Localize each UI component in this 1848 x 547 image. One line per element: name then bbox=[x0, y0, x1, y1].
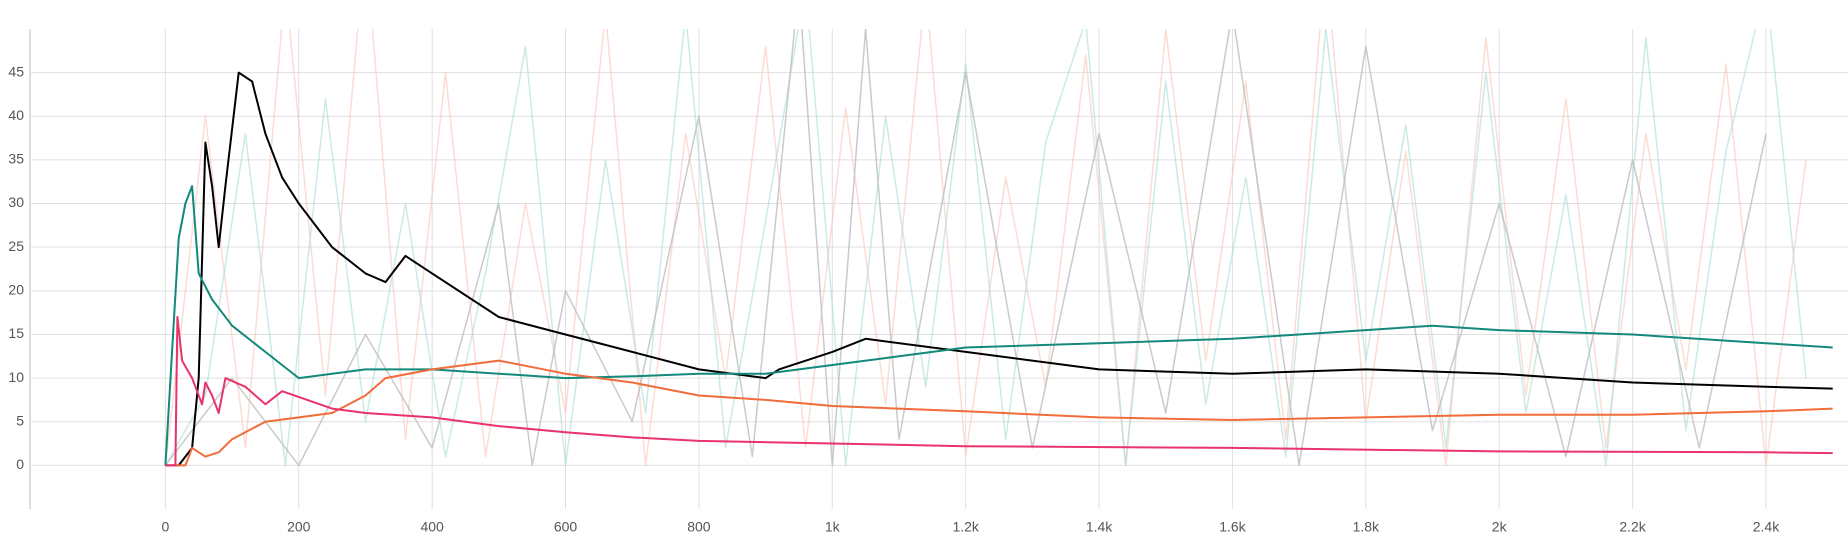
grid bbox=[29, 29, 1848, 509]
x-tick-label: 400 bbox=[420, 519, 444, 535]
x-tick-label: 600 bbox=[554, 519, 578, 535]
y-tick-label: 0 bbox=[16, 456, 24, 472]
y-tick-label: 5 bbox=[16, 412, 24, 428]
y-tick-label: 30 bbox=[8, 194, 24, 210]
series-line bbox=[165, 316, 1833, 467]
axis-labels: 0 5 10 15 20 25 30 35 40 45 0 200 400 600 800 1k 1.2k 1.4… bbox=[8, 63, 1780, 534]
y-tick-label: 20 bbox=[8, 282, 24, 298]
x-tick-label: 2k bbox=[1492, 519, 1508, 535]
y-tick-label: 25 bbox=[8, 238, 24, 254]
x-tick-label: 1.4k bbox=[1086, 519, 1113, 535]
series-line bbox=[164, 29, 1767, 467]
y-tick-label: 15 bbox=[8, 325, 24, 341]
x-tick-label: 2.4k bbox=[1753, 519, 1780, 535]
y-tick-label: 45 bbox=[8, 63, 24, 79]
x-tick-label: 200 bbox=[287, 519, 311, 535]
x-tick-label: 0 bbox=[161, 519, 169, 535]
series-line bbox=[165, 359, 1833, 467]
x-tick-label: 800 bbox=[687, 519, 711, 535]
x-tick-label: 1k bbox=[825, 519, 841, 535]
series-line bbox=[164, 29, 1807, 467]
x-tick-label: 1.2k bbox=[952, 519, 979, 535]
x-tick-label: 1.8k bbox=[1353, 519, 1380, 535]
x-tick-label: 2.2k bbox=[1619, 519, 1646, 535]
x-tick-label: 1.6k bbox=[1219, 519, 1246, 535]
plot-area bbox=[164, 29, 1833, 467]
series-line bbox=[164, 29, 1807, 467]
series-line bbox=[165, 71, 1833, 467]
y-tick-label: 40 bbox=[8, 107, 24, 123]
y-tick-label: 35 bbox=[8, 151, 24, 167]
y-tick-label: 10 bbox=[8, 369, 24, 385]
